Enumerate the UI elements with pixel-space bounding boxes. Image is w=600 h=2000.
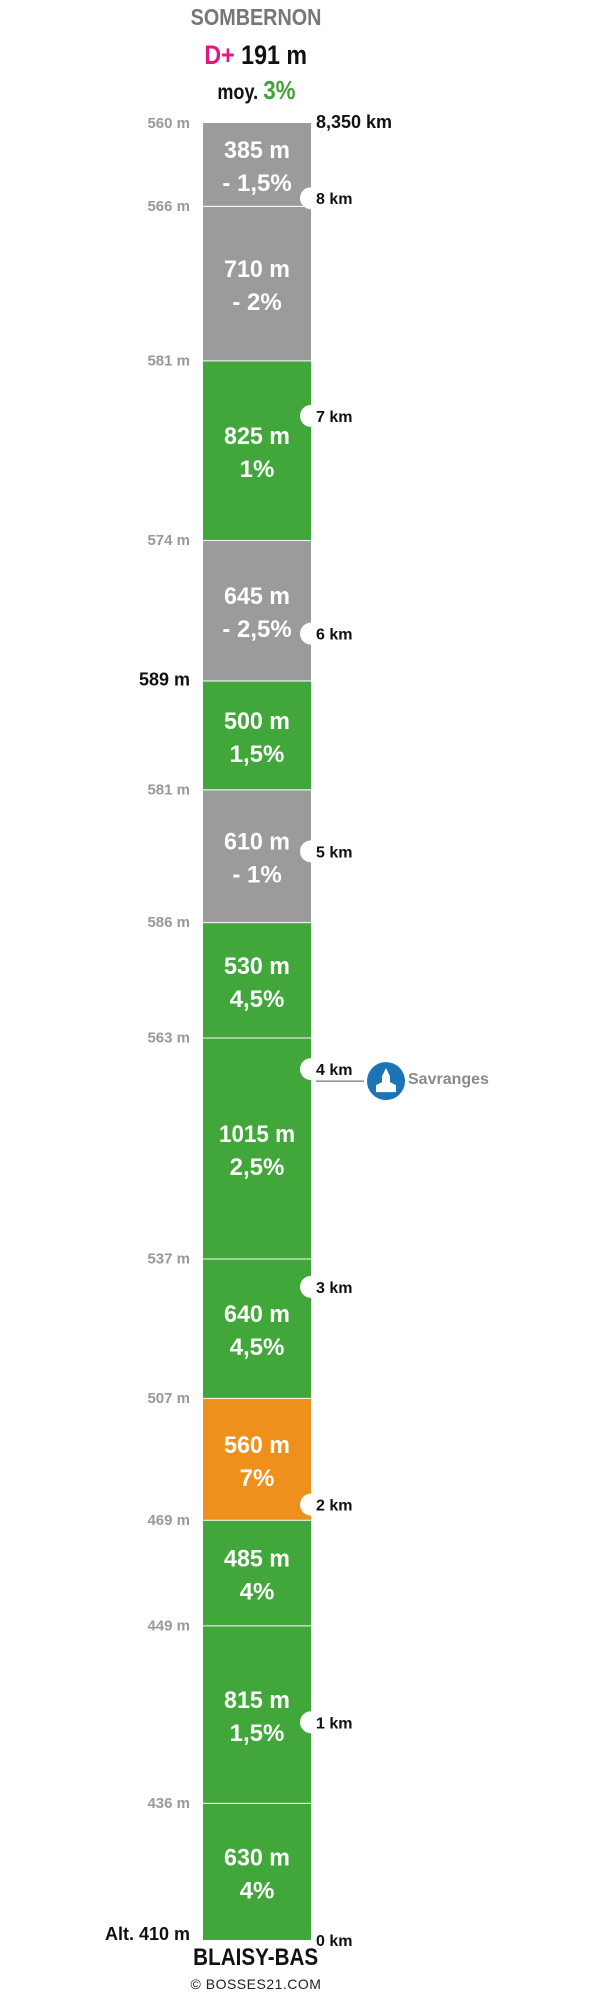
- segment-length-label: 645 m: [224, 583, 290, 610]
- altitude-label: 586 m: [147, 914, 190, 931]
- segment-length-label: 815 m: [224, 1687, 290, 1714]
- segment-grade-label: 4%: [240, 1877, 275, 1904]
- km-label: 3 km: [316, 1280, 352, 1297]
- km-label: 6 km: [316, 627, 352, 644]
- segment-grade-label: 1,5%: [230, 741, 285, 768]
- segment-bar: [203, 789, 311, 923]
- segment-grade-label: 1,5%: [230, 1720, 285, 1747]
- segment-bar: [203, 1258, 311, 1398]
- km-label: 8 km: [316, 191, 352, 208]
- segment-length-label: 530 m: [224, 953, 290, 980]
- segment-labels: 630 m 4% 815 m 1,5% 485 m 4% 560 m 7% 640 m 4,5% 1…: [219, 137, 295, 1905]
- segment-grade-label: - 2%: [232, 289, 281, 316]
- km-notch: [300, 840, 315, 863]
- segment-bars: [203, 121, 311, 1940]
- segment-length-label: 1015 m: [219, 1121, 295, 1148]
- altitude-label: 449 m: [147, 1617, 190, 1634]
- segment-bar: [203, 1519, 311, 1626]
- altitude-label: 469 m: [147, 1512, 190, 1529]
- segment-bar: [203, 922, 311, 1038]
- km-notch: [300, 1711, 315, 1734]
- segment-bar: [203, 1397, 311, 1520]
- km-notch: [300, 1275, 315, 1298]
- segment-grade-label: - 1,5%: [222, 170, 291, 197]
- altitude-labels: Alt. 410 m 436 m 449 m 469 m 507 m 537 m 563 m…: [105, 112, 392, 1944]
- km-label: 7 km: [316, 409, 352, 426]
- km-notch: [300, 622, 315, 645]
- km-label: 0 km: [316, 1933, 352, 1950]
- segment-grade-label: 1%: [240, 456, 275, 483]
- km-notch: [300, 404, 315, 427]
- segment-length-label: 630 m: [224, 1844, 290, 1871]
- segment-grade-label: 7%: [240, 1465, 275, 1492]
- km-label: 2 km: [316, 1498, 352, 1515]
- segment-grade-label: - 2,5%: [222, 616, 291, 643]
- segment-grade-label: 4%: [240, 1579, 275, 1606]
- climb-summit-title: SOMBERNON: [190, 4, 322, 30]
- segment-length-label: 640 m: [224, 1301, 290, 1328]
- segment-grade-label: 4,5%: [230, 986, 285, 1013]
- altitude-label: 436 m: [147, 1795, 190, 1812]
- church-glyph: [376, 1068, 396, 1093]
- altitude-label: 537 m: [147, 1251, 190, 1268]
- poi-label: Savranges: [408, 1071, 489, 1089]
- segment-length-label: 385 m: [224, 137, 290, 164]
- altitude-label: 574 m: [147, 532, 190, 549]
- poi-marker: [316, 1062, 405, 1101]
- segment-length-label: 710 m: [224, 256, 290, 283]
- segment-bar: [203, 122, 311, 206]
- altitude-label: 581 m: [147, 352, 190, 369]
- average-grade-value: 3%: [262, 75, 296, 105]
- segment-length-label: 500 m: [224, 708, 290, 735]
- top-altitude-label: 560 m: [147, 115, 190, 132]
- base-altitude-label: Alt. 410 m: [105, 1924, 190, 1944]
- segment-grade-label: - 1%: [232, 862, 281, 889]
- segment-length-label: 560 m: [224, 1432, 290, 1459]
- segment-bar: [203, 1625, 311, 1803]
- segment-length-label: 485 m: [224, 1546, 290, 1573]
- segment-bar: [203, 360, 311, 541]
- segment-bar: [203, 1037, 311, 1259]
- segment-bar: [203, 1802, 311, 1940]
- segment-length-label: 610 m: [224, 829, 290, 856]
- altitude-label: 589 m: [139, 669, 190, 689]
- km-notch: [300, 187, 315, 210]
- elevation-gain-value: 191 m: [241, 40, 308, 70]
- km-label: 4 km: [316, 1062, 352, 1079]
- elevation-gain-label: D+: [204, 40, 236, 70]
- elevation-gain: D+ 191 m: [0, 40, 512, 71]
- altitude-label: 581 m: [147, 781, 190, 798]
- segment-bar: [203, 540, 311, 681]
- climb-start-title: BLAISY-BAS: [193, 1944, 319, 1971]
- km-label: 1 km: [316, 1715, 352, 1732]
- average-grade: moy. 3%: [0, 75, 512, 106]
- km-notch: [300, 1493, 315, 1516]
- altitude-label: 507 m: [147, 1390, 190, 1407]
- km-markers: 0 km 1 km 2 km 3 km 4 km 5 km 6 km 7 km 8 km: [300, 187, 352, 1950]
- segment-bar: [203, 680, 311, 790]
- segment-bar: [203, 205, 311, 361]
- total-distance-label: 8,350 km: [316, 112, 392, 132]
- average-grade-label: moy.: [216, 81, 258, 104]
- km-notch: [300, 1058, 315, 1081]
- segment-grade-label: 2,5%: [230, 1154, 285, 1181]
- segment-length-label: 825 m: [224, 423, 290, 450]
- credit-text: © BOSSES21.COM: [190, 1976, 322, 1992]
- altitude-label: 563 m: [147, 1030, 190, 1047]
- km-label: 5 km: [316, 844, 352, 861]
- altitude-label: 566 m: [147, 198, 190, 215]
- segment-grade-label: 4,5%: [230, 1334, 285, 1361]
